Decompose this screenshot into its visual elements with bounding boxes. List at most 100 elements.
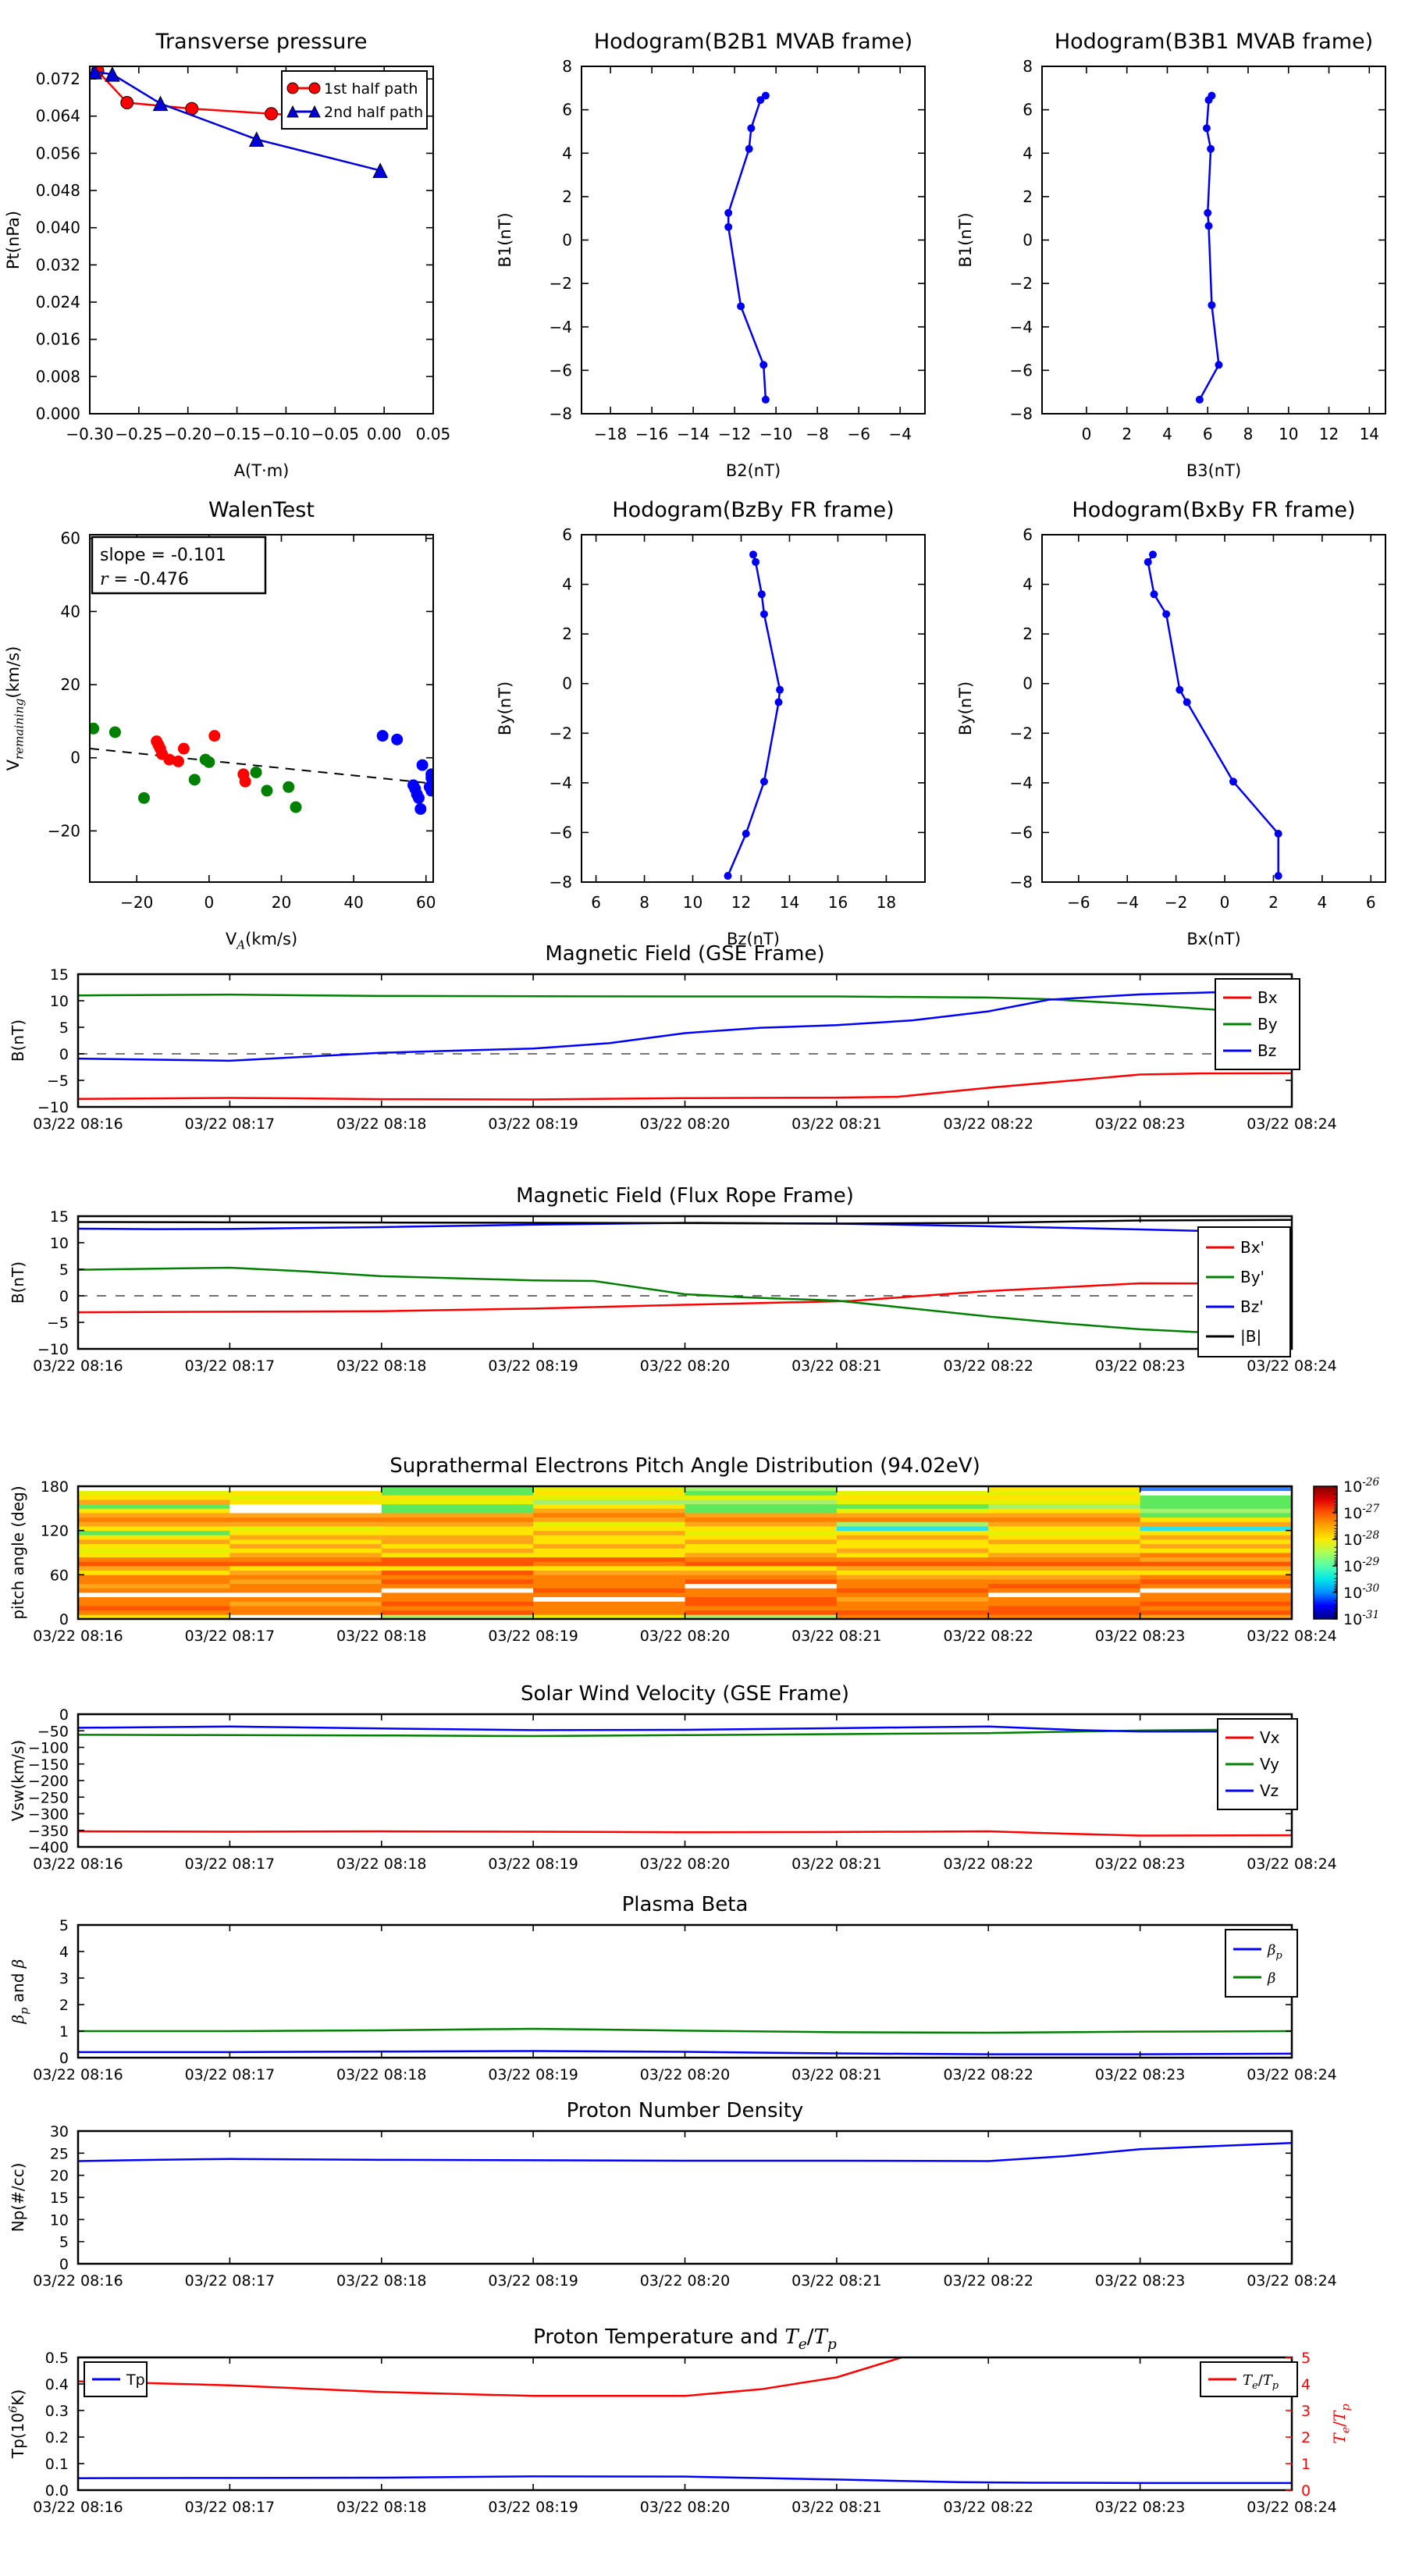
- svg-text:−2: −2: [550, 724, 572, 742]
- svg-text:−350: −350: [28, 1823, 69, 1840]
- svg-text:03/22 08:23: 03/22 08:23: [1095, 1856, 1186, 1873]
- svg-text:03/22 08:17: 03/22 08:17: [185, 1856, 276, 1873]
- svg-text:Vremaining(km/s): Vremaining(km/s): [4, 646, 27, 771]
- svg-text:8: 8: [1023, 57, 1033, 76]
- svg-text:−2: −2: [1165, 893, 1187, 912]
- svg-text:−150: −150: [28, 1756, 69, 1774]
- svg-text:03/22 08:22: 03/22 08:22: [943, 1115, 1033, 1133]
- svg-text:03/22 08:16: 03/22 08:16: [33, 2272, 123, 2290]
- svg-text:25: 25: [50, 2145, 69, 2162]
- svg-text:−6: −6: [1010, 823, 1033, 841]
- svg-text:6: 6: [591, 893, 601, 912]
- svg-text:10-28: 10-28: [1343, 1529, 1380, 1549]
- svg-text:Te/Tp: Te/Tp: [1330, 2403, 1352, 2443]
- svg-text:−14: −14: [677, 425, 710, 443]
- svg-text:03/22 08:16: 03/22 08:16: [33, 1628, 123, 1645]
- svg-text:−100: −100: [28, 1740, 69, 1757]
- svg-text:15: 15: [50, 966, 69, 984]
- svg-text:03/22 08:17: 03/22 08:17: [185, 2272, 276, 2290]
- svg-text:Hodogram(BzBy FR frame): Hodogram(BzBy FR frame): [612, 498, 894, 522]
- svg-text:pitch angle (deg): pitch angle (deg): [9, 1485, 27, 1619]
- svg-text:03/22 08:18: 03/22 08:18: [336, 1115, 427, 1133]
- svg-text:Suprathermal Electrons Pitch A: Suprathermal Electrons Pitch Angle Distr…: [389, 1454, 980, 1478]
- svg-text:0.4: 0.4: [45, 2376, 69, 2393]
- svg-text:20: 20: [50, 2168, 69, 2185]
- svg-text:−400: −400: [28, 1839, 69, 1856]
- svg-text:0: 0: [59, 2256, 69, 2273]
- svg-text:B(nT): B(nT): [9, 1261, 27, 1304]
- svg-text:03/22 08:16: 03/22 08:16: [33, 1357, 123, 1375]
- svg-text:03/22 08:21: 03/22 08:21: [791, 1628, 882, 1645]
- svg-text:Bz': Bz': [1240, 1297, 1264, 1316]
- svg-text:03/22 08:21: 03/22 08:21: [791, 2499, 882, 2516]
- svg-text:0: 0: [59, 1706, 69, 1724]
- svg-text:−10: −10: [37, 1099, 69, 1116]
- svg-text:Hodogram(B3B1 MVAB frame): Hodogram(B3B1 MVAB frame): [1055, 30, 1373, 54]
- svg-text:0: 0: [562, 674, 572, 693]
- svg-text:03/22 08:21: 03/22 08:21: [791, 2272, 882, 2290]
- svg-text:Bz(nT): Bz(nT): [727, 930, 780, 948]
- svg-text:Vsw(km/s): Vsw(km/s): [9, 1740, 27, 1821]
- svg-text:4: 4: [1023, 144, 1033, 162]
- svg-text:−10: −10: [759, 425, 792, 443]
- svg-text:03/22 08:20: 03/22 08:20: [640, 2066, 731, 2083]
- hodogram-bx-by-plot: −6 −4 −2 0 2 4 6 −8 −6 −4 −2 0 2 4 6 Hodogram(BxBy FR f…: [952, 468, 1405, 968]
- svg-text:Magnetic Field (Flux Rope Fram: Magnetic Field (Flux Rope Frame): [516, 1184, 854, 1208]
- svg-text:−0.30: −0.30: [66, 425, 113, 443]
- svg-text:Tp(106K): Tp(106K): [8, 2389, 27, 2459]
- svg-text:03/22 08:17: 03/22 08:17: [185, 2066, 276, 2083]
- svg-text:0.5: 0.5: [45, 2350, 69, 2367]
- svg-text:By': By': [1240, 1268, 1264, 1286]
- svg-text:03/22 08:20: 03/22 08:20: [640, 2499, 731, 2516]
- svg-text:03/22 08:23: 03/22 08:23: [1095, 1357, 1186, 1375]
- svg-text:0.056: 0.056: [36, 144, 80, 162]
- svg-text:03/22 08:23: 03/22 08:23: [1095, 1115, 1186, 1133]
- svg-text:6: 6: [1023, 101, 1033, 119]
- svg-text:03/22 08:17: 03/22 08:17: [185, 1115, 276, 1133]
- svg-text:10: 10: [50, 1235, 69, 1252]
- svg-text:−250: −250: [28, 1789, 69, 1806]
- svg-text:0.008: 0.008: [36, 367, 80, 386]
- svg-text:20: 20: [272, 893, 291, 912]
- svg-text:0.1: 0.1: [45, 2456, 69, 2473]
- svg-text:03/22 08:16: 03/22 08:16: [33, 1115, 123, 1133]
- svg-text:14: 14: [1360, 425, 1379, 443]
- svg-text:0.000: 0.000: [36, 404, 80, 423]
- svg-text:03/22 08:20: 03/22 08:20: [640, 1856, 731, 1873]
- svg-text:5: 5: [59, 1917, 69, 1934]
- svg-text:−20: −20: [48, 821, 80, 840]
- svg-text:2: 2: [562, 187, 572, 206]
- svg-text:Bx': Bx': [1240, 1238, 1264, 1257]
- svg-text:−6: −6: [1010, 361, 1033, 379]
- svg-text:03/22 08:24: 03/22 08:24: [1247, 2066, 1337, 2083]
- svg-text:03/22 08:18: 03/22 08:18: [336, 2499, 427, 2516]
- svg-text:−0.10: −0.10: [262, 425, 310, 443]
- svg-text:0: 0: [1082, 425, 1092, 443]
- svg-text:−10: −10: [37, 1341, 69, 1358]
- svg-text:3: 3: [1301, 2403, 1311, 2420]
- svg-text:03/22 08:22: 03/22 08:22: [943, 1357, 1033, 1375]
- solar-wind-velocity-panel: 03/22 08:16 03/22 08:17 03/22 08:18 03/22 0…: [0, 1669, 1405, 1903]
- svg-text:5: 5: [59, 1261, 69, 1279]
- svg-text:03/22 08:24: 03/22 08:24: [1247, 1856, 1337, 1873]
- svg-text:−4: −4: [1010, 318, 1033, 336]
- svg-text:14: 14: [780, 893, 799, 912]
- svg-text:Bx(nT): Bx(nT): [1186, 930, 1240, 948]
- svg-text:By(nT): By(nT): [496, 681, 514, 735]
- svg-text:βp: βp: [1267, 1942, 1282, 1962]
- svg-text:−4: −4: [550, 318, 572, 336]
- svg-text:03/22 08:17: 03/22 08:17: [185, 1628, 276, 1645]
- svg-text:20: 20: [61, 675, 80, 694]
- svg-text:180: 180: [41, 1478, 69, 1496]
- svg-text:Hodogram(BxBy FR frame): Hodogram(BxBy FR frame): [1072, 498, 1355, 522]
- svg-text:0.032: 0.032: [36, 255, 80, 274]
- svg-text:0: 0: [1023, 674, 1033, 693]
- svg-text:5: 5: [59, 2234, 69, 2251]
- svg-text:Hodogram(B2B1 MVAB frame): Hodogram(B2B1 MVAB frame): [594, 30, 912, 54]
- svg-text:Vx: Vx: [1260, 1728, 1280, 1747]
- svg-text:0.00: 0.00: [367, 425, 402, 443]
- svg-text:B1(nT): B1(nT): [956, 212, 975, 267]
- svg-text:8: 8: [562, 57, 572, 76]
- svg-text:30: 30: [50, 2123, 69, 2140]
- svg-text:03/22 08:19: 03/22 08:19: [488, 1357, 578, 1375]
